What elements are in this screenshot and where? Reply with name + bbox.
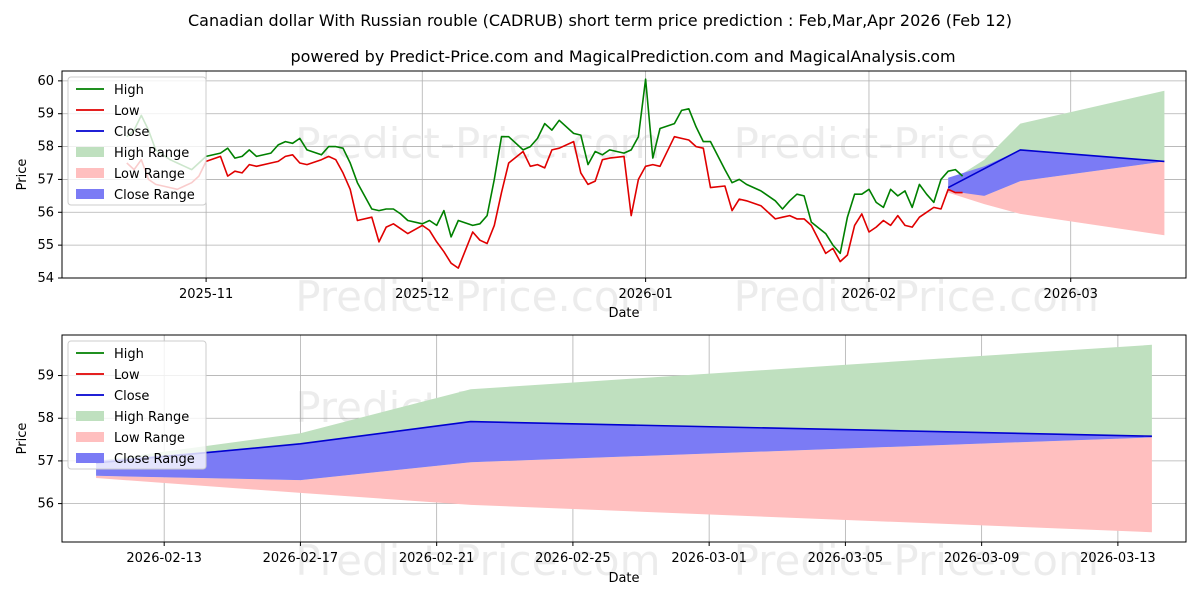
y-tick-label: 60 [37,74,54,89]
y-axis-label: Price [15,423,30,455]
chart-legend: High Low Close High Range Low Range Close Ran… [67,340,207,470]
x-tick-label: 2026-02-25 [535,551,611,566]
legend-label: Close [114,125,149,140]
x-tick-label: 2026-02-13 [126,551,202,566]
watermark-text: Predict-Price.com [295,272,660,321]
legend-label: High Range [114,146,189,161]
x-axis-label: Date [608,306,639,321]
legend-label: Low [114,368,140,383]
legend-label: Close Range [114,452,195,467]
legend-label: High Range [114,410,189,425]
chart-panel-forecast: Predict-Price.comPredict-Price.comPredic… [15,334,1187,586]
y-tick-label: 57 [37,172,54,187]
y-tick-label: 58 [37,411,54,426]
x-tick-label: 2026-02-21 [399,551,475,566]
axes-frame [61,334,1187,543]
legend-swatch-close-range [76,189,104,199]
x-tick-label: 2025-11 [179,287,233,302]
watermark-text: Predict-Price.com [295,119,660,168]
x-tick-label: 2026-02-17 [263,551,339,566]
legend-swatch-high-range [76,411,104,421]
chart-legend: High Low Close High Range Low Range Close Ran… [67,76,207,206]
range-band-close-range [948,149,1165,196]
watermark-text: Predict-Price.com [295,536,660,585]
legend-swatch-low-range [76,432,104,442]
plot-area [126,78,1165,269]
chart-subtitle: powered by Predict-Price.com and Magical… [290,47,955,66]
series-line-low [126,135,963,269]
y-tick-label: 55 [37,238,54,253]
watermark-text: Predict-Price.com [734,272,1099,321]
x-tick-label: 2026-03-13 [1080,551,1156,566]
x-tick-label: 2026-03-09 [944,551,1020,566]
x-tick-label: 2026-03 [1044,287,1098,302]
range-band-low-range [96,437,1152,533]
chart-panel-history: Predict-Price.com Predict-Price.com Predic… [15,70,1187,321]
y-tick-label: 59 [37,369,54,384]
legend-label: Low Range [114,431,185,446]
legend-label: Low Range [114,167,185,182]
y-tick-label: 56 [37,205,54,220]
plot-area [96,344,1152,533]
x-tick-label: 2026-03-01 [671,551,747,566]
y-tick-label: 56 [37,497,54,512]
x-tick-label: 2026-02 [842,287,896,302]
y-axis-label: Price [15,159,30,191]
axes-frame [61,70,1187,279]
x-tick-label: 2025-12 [395,287,449,302]
y-tick-label: 57 [37,454,54,469]
legend-swatch-close-range [76,453,104,463]
y-tick-label: 58 [37,140,54,155]
legend-label: Low [114,104,140,119]
legend-label: Close [114,389,149,404]
chart-title: Canadian dollar With Russian rouble (CAD… [188,11,1012,30]
legend-label: Close Range [114,188,195,203]
series-line-high [126,78,964,255]
legend-label: High [114,347,144,362]
x-tick-label: 2026-03-05 [808,551,884,566]
legend-label: High [114,83,144,98]
legend-swatch-high-range [76,147,104,157]
watermark-text: Predict-Price.com [734,536,1099,585]
x-axis-label: Date [608,571,639,586]
y-tick-label: 54 [37,271,54,286]
series-line-close [947,149,1165,189]
legend-swatch-low-range [76,168,104,178]
y-tick-label: 59 [37,107,54,122]
range-band-low-range [948,161,1165,236]
x-tick-label: 2026-01 [618,287,672,302]
